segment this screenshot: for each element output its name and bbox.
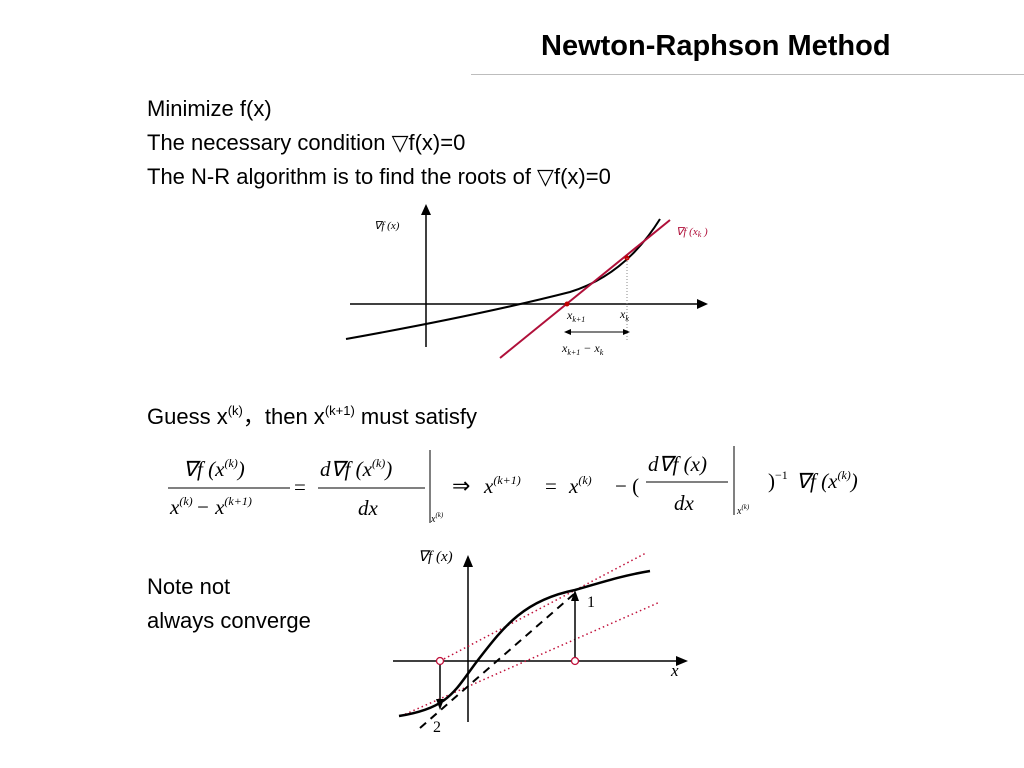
formula-paren-open: − ( <box>615 474 639 498</box>
formula-tail: ∇f (x(k)) <box>796 468 858 493</box>
formula-implies: ⇒ <box>452 473 470 498</box>
formula-num2: d∇f (x(k)) <box>320 456 392 481</box>
fig1-xk-label: xk <box>619 307 629 323</box>
fig2-x-label: x <box>670 661 679 680</box>
fig1-diff-arrow-left <box>564 329 571 335</box>
fig1-curve <box>345 218 661 340</box>
slide-title: Newton-Raphson Method <box>541 30 891 62</box>
fig1-y-arrow <box>421 204 431 215</box>
fig2-curve <box>398 569 651 718</box>
fig2-arrow-2-head <box>436 699 444 710</box>
fig2-dashed-step <box>419 593 575 729</box>
formula-num3: d∇f (x) <box>648 452 707 476</box>
fig2-arrow-1-head <box>571 590 579 601</box>
line-minimize: Minimize f(x) <box>147 96 272 121</box>
fig1-point-xk1 <box>564 301 570 307</box>
formula-den1: x(k) − x(k+1) <box>169 494 252 519</box>
note-line-1: Note not <box>147 574 231 599</box>
line-nr-algorithm: The N-R algorithm is to find the roots o… <box>147 164 611 189</box>
fig1-tangent-label: ∇f (xk ) <box>676 226 708 239</box>
fig1-y-label: ∇f (x) <box>374 220 400 232</box>
formula-eq2: = <box>545 474 557 498</box>
guess-line: Guess x(k)，then x(k+1) must satisfy <box>147 403 478 429</box>
fig2-label-2: 2 <box>433 719 441 736</box>
fig2-point-1 <box>570 656 580 666</box>
fig1-tangent-line <box>499 219 671 359</box>
fig2-dotted-tangent-1 <box>439 552 647 662</box>
formula-eq1: = <box>294 475 306 499</box>
formula-dx1: dx <box>358 496 379 520</box>
title-divider <box>471 74 1024 75</box>
note-line-2: always converge <box>147 608 311 633</box>
formula-num1: ∇f (x(k)) <box>183 456 245 481</box>
fig1-x-arrow <box>697 299 708 309</box>
fig1-diff-label: xk+1− xk <box>561 341 604 357</box>
fig2-y-label: ∇f (x) <box>418 549 453 565</box>
fig2-point-2 <box>435 656 445 666</box>
fig2-label-1: 1 <box>587 594 595 611</box>
formula-inverse: )−1 <box>768 468 788 493</box>
fig2-x-arrow <box>676 656 688 666</box>
formula-dx2: dx <box>674 491 695 515</box>
line-necessary-condition: The necessary condition ▽f(x)=0 <box>147 130 466 155</box>
fig1-diff-arrow-right <box>623 329 630 335</box>
fig2-y-arrow <box>463 555 473 567</box>
